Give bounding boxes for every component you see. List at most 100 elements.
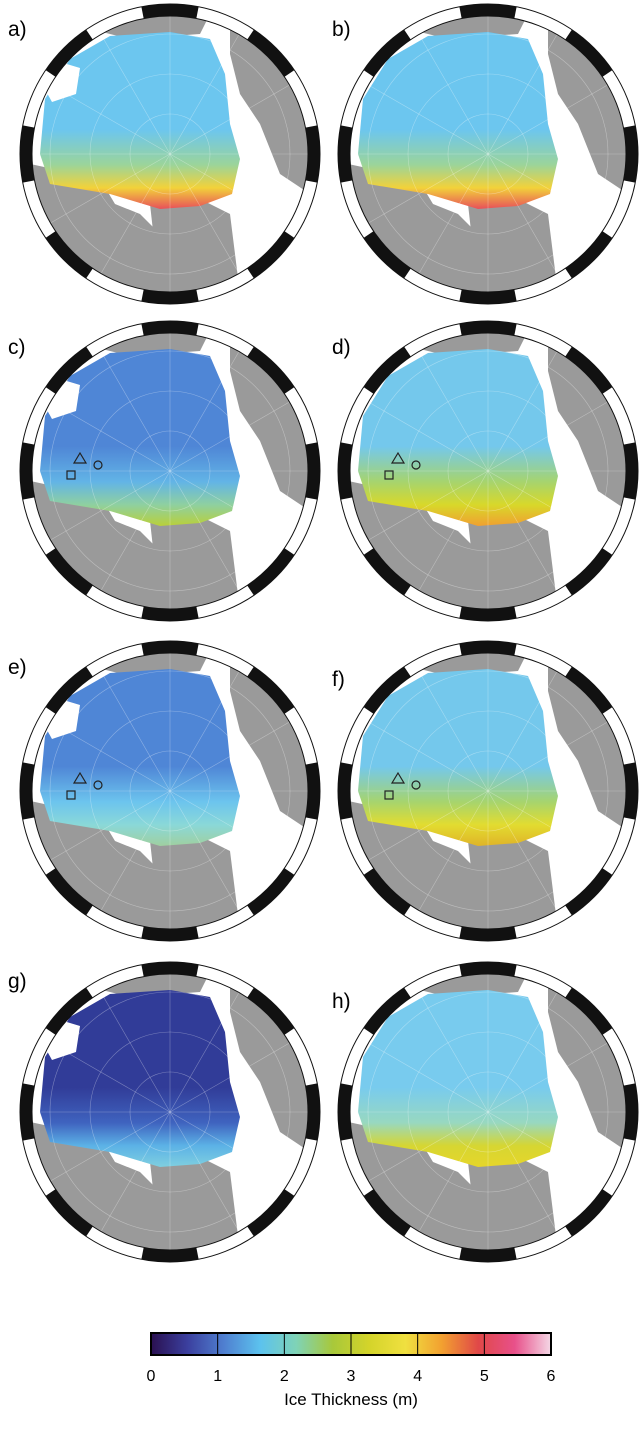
colorbar-tick-label: 6 [546, 1368, 556, 1385]
ice-thickness-field [40, 669, 240, 846]
open-water-region [42, 379, 80, 419]
square-marker [384, 790, 394, 800]
frame-segment [459, 289, 517, 304]
square-marker [384, 470, 394, 480]
frame-segment [363, 868, 411, 916]
meridian-line [368, 790, 489, 861]
latitude-circle [447, 750, 529, 832]
meridian-line [169, 470, 290, 541]
frame-segment [45, 29, 93, 77]
open-water-region [42, 699, 80, 739]
meridian-line [487, 1111, 608, 1182]
colorbar-title: Ice Thickness (m) [284, 1390, 418, 1409]
land-mass [468, 1157, 558, 1250]
frame-outline [349, 332, 627, 610]
meridian-line [50, 153, 171, 224]
frame-segment [45, 987, 93, 1035]
meridian-line [50, 1042, 171, 1113]
meridian-line [169, 1042, 290, 1113]
frame-segment [305, 125, 320, 183]
latitude-circle [49, 33, 291, 275]
frame-outline [337, 961, 639, 1263]
frame-segment [45, 666, 93, 714]
meridian-line [487, 153, 608, 224]
meridian-line [487, 84, 608, 155]
frame-segment [565, 29, 613, 77]
ice-thickness-field [358, 669, 558, 846]
meridian-line [50, 401, 171, 472]
latitude-circle [89, 710, 251, 872]
frame-segment [45, 868, 93, 916]
meridian-line [487, 721, 608, 792]
meridian-line [368, 1111, 489, 1182]
meridian-line [418, 790, 489, 911]
frame-outline [337, 320, 639, 622]
latitude-circle [407, 73, 569, 235]
frame-segment [20, 1083, 35, 1141]
frame-segment [459, 641, 517, 656]
polar-map [19, 320, 321, 622]
meridian-line [487, 34, 558, 155]
meridian-line [100, 1111, 171, 1232]
frame-segment [338, 1083, 353, 1141]
latitude-circle [49, 670, 291, 912]
polar-map [337, 3, 639, 305]
meridian-line [368, 401, 489, 472]
frame-outline [19, 3, 321, 305]
frame-outline [31, 15, 309, 293]
land-mass [468, 516, 558, 609]
meridian-line [487, 790, 608, 861]
polar-map [337, 961, 639, 1263]
meridian-line [418, 153, 489, 274]
meridian-line [169, 351, 240, 472]
meridian-line [418, 470, 489, 591]
triangle-marker [72, 771, 88, 784]
frame-segment [247, 346, 295, 394]
frame-segment [45, 548, 93, 596]
meridian-line [487, 351, 558, 472]
land-mass [150, 1157, 240, 1250]
meridian-line [368, 470, 489, 541]
frame-segment [305, 442, 320, 500]
frame-segment [565, 868, 613, 916]
meridian-line [169, 1111, 240, 1232]
colorbar: 0 1 2 3 4 5 6 Ice Thickness (m) [146, 1332, 555, 1432]
meridian-line [50, 721, 171, 792]
frame-segment [45, 1189, 93, 1237]
colorbar-tick-label: 2 [279, 1368, 289, 1385]
meridian-line [487, 790, 558, 911]
frame-segment [338, 762, 353, 820]
latitude-circle [89, 73, 251, 235]
frame-segment [247, 231, 295, 279]
frame-segment [338, 442, 353, 500]
frame-outline [19, 320, 321, 622]
meridian-line [50, 470, 171, 541]
frame-segment [623, 125, 638, 183]
frame-segment [141, 606, 199, 621]
meridian-line [169, 1111, 290, 1182]
circle-marker [411, 780, 421, 790]
ice-thickness-field [358, 349, 558, 526]
meridian-line [418, 1111, 489, 1232]
frame-segment [305, 1083, 320, 1141]
frame-segment [565, 987, 613, 1035]
latitude-circle [129, 1071, 211, 1153]
meridian-line [169, 84, 290, 155]
meridian-line [169, 153, 290, 224]
colorbar-tick-label: 5 [479, 1368, 489, 1385]
meridian-line [368, 1042, 489, 1113]
frame-outline [349, 973, 627, 1251]
frame-segment [45, 231, 93, 279]
ice-thickness-field [40, 990, 240, 1167]
meridian-line [368, 84, 489, 155]
meridian-line [100, 351, 171, 472]
frame-segment [623, 1083, 638, 1141]
colorbar-tick-label: 0 [146, 1368, 156, 1385]
meridian-line [169, 153, 240, 274]
frame-segment [459, 1247, 517, 1262]
polar-map [19, 961, 321, 1263]
frame-outline [31, 332, 309, 610]
triangle-marker [72, 451, 88, 464]
frame-segment [565, 666, 613, 714]
meridian-line [487, 153, 558, 274]
